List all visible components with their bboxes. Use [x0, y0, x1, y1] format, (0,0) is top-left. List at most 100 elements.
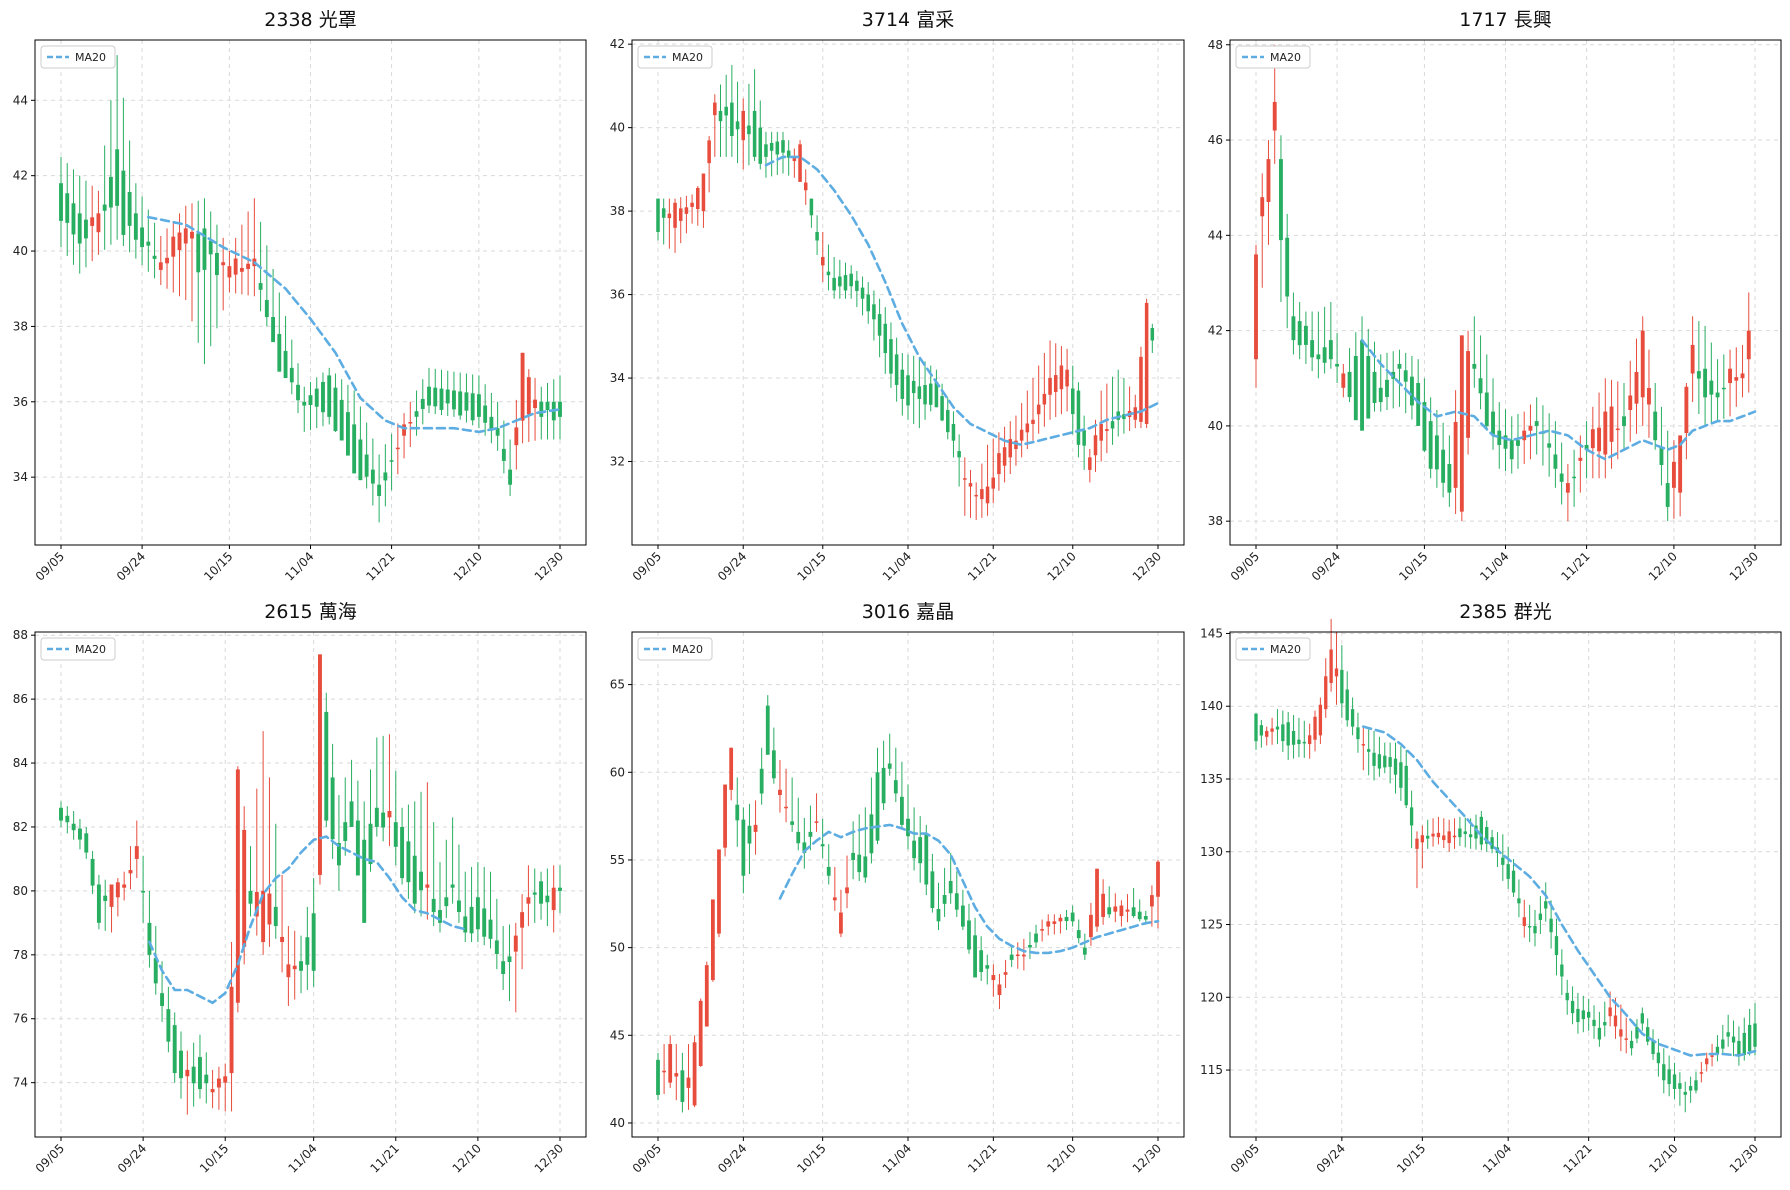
candle-body: [1459, 335, 1464, 512]
candle-body: [1340, 669, 1344, 704]
candle-body: [1266, 159, 1271, 202]
candle-body: [254, 891, 259, 917]
candle-body: [747, 125, 751, 135]
candle-body: [1409, 807, 1414, 826]
candle-body: [808, 831, 813, 837]
candle-body: [280, 936, 285, 943]
candle-body: [545, 895, 550, 903]
candle-body: [1377, 754, 1382, 769]
candle-body: [1093, 435, 1098, 456]
y-tick-label: 86: [13, 692, 28, 706]
candle-body: [352, 424, 357, 474]
candle-body: [863, 856, 868, 878]
candle-body: [445, 389, 450, 404]
candle-body: [771, 750, 776, 779]
x-tick-label: 10/15: [794, 1141, 828, 1175]
candle-body: [1302, 741, 1306, 744]
candle-body: [488, 919, 493, 939]
candle-body: [1070, 912, 1075, 922]
candle-body: [1690, 344, 1695, 374]
candle-body: [1709, 380, 1714, 395]
candle-body: [77, 828, 82, 840]
candle-body: [1522, 430, 1527, 441]
candle-body: [1426, 835, 1430, 839]
candle-body: [678, 208, 683, 221]
legend-label: MA20: [75, 51, 106, 64]
candle-body: [1468, 834, 1473, 838]
candle-body: [826, 271, 831, 276]
candle-body: [717, 849, 721, 934]
candle-body: [765, 705, 770, 755]
candle-body: [707, 140, 711, 164]
x-tick-label: 09/05: [630, 1141, 664, 1175]
candle-body: [489, 416, 494, 431]
candle-body: [809, 198, 814, 216]
candle-body: [1260, 197, 1265, 217]
candle-body: [128, 870, 133, 874]
candle-body: [796, 831, 801, 844]
x-tick-label: 11/21: [965, 549, 999, 583]
y-tick-label: 80: [13, 884, 28, 898]
candle-body: [942, 895, 947, 904]
candle-body: [730, 102, 734, 136]
candle-body: [431, 898, 436, 913]
candle-body: [894, 354, 899, 385]
candle-body: [968, 483, 973, 487]
ma20-line: [1362, 725, 1757, 1057]
candle-body: [1071, 388, 1075, 415]
candle-body: [1640, 1013, 1644, 1024]
candle-body: [1082, 947, 1087, 955]
candle-body: [77, 213, 82, 244]
candle-body: [235, 769, 240, 1003]
candle-body: [1549, 918, 1553, 933]
legend: MA20: [637, 637, 713, 661]
candle-body: [258, 283, 263, 290]
candle-body: [501, 961, 506, 974]
candle-body: [869, 814, 874, 854]
candle-body: [985, 965, 990, 969]
candle-body: [741, 819, 746, 876]
candle-body: [311, 913, 316, 971]
y-tick-label: 34: [13, 470, 28, 484]
chart-panel-6: 115 120 125 130 135 140 145 09/05 09/24 10/15 11/0…: [1200, 601, 1782, 1176]
candle-body: [735, 121, 740, 130]
candle-body: [1125, 909, 1130, 912]
chart-panel-1: 34 36 38 40 42 44 09/05 09/24 10/15 11/04 11/21 12/…: [13, 9, 587, 584]
candle-body: [1683, 1091, 1687, 1095]
candle-body: [769, 142, 774, 151]
candle-body: [1694, 1080, 1698, 1091]
candle-body: [1441, 449, 1446, 483]
candle-body: [1590, 429, 1595, 449]
candle-body: [1403, 370, 1408, 382]
y-tick-label: 88: [13, 628, 28, 642]
candle-body: [1076, 930, 1081, 939]
candle-body: [1615, 428, 1620, 431]
candle-body: [271, 316, 276, 343]
candle-body: [533, 399, 537, 409]
candle-body: [991, 975, 996, 981]
candle-body: [339, 399, 344, 441]
candle-body: [1506, 864, 1510, 879]
x-tick-label: 10/15: [1394, 1141, 1428, 1175]
candle-body: [1393, 758, 1398, 775]
y-tick-label: 74: [13, 1076, 28, 1090]
x-tick-label: 09/05: [1228, 1141, 1262, 1175]
candle-body: [1463, 831, 1467, 835]
candle-body: [843, 275, 848, 291]
candle-body: [1008, 439, 1013, 458]
x-tick-label: 09/05: [33, 1141, 67, 1175]
candle-body: [532, 892, 537, 895]
candle-body: [1646, 1027, 1650, 1042]
x-tick-label: 12/30: [1130, 1141, 1164, 1175]
candle-body: [84, 833, 89, 853]
y-tick-label: 55: [610, 853, 625, 867]
candle-body: [370, 469, 375, 484]
candle-body: [1613, 1015, 1618, 1027]
candle-body: [1058, 917, 1063, 922]
candle-body: [368, 823, 373, 865]
x-tick-label: 11/04: [880, 549, 914, 583]
y-tick-label: 135: [1200, 772, 1223, 786]
y-tick-label: 44: [13, 93, 28, 107]
candle-body: [1678, 435, 1683, 493]
candle-body: [165, 257, 169, 264]
